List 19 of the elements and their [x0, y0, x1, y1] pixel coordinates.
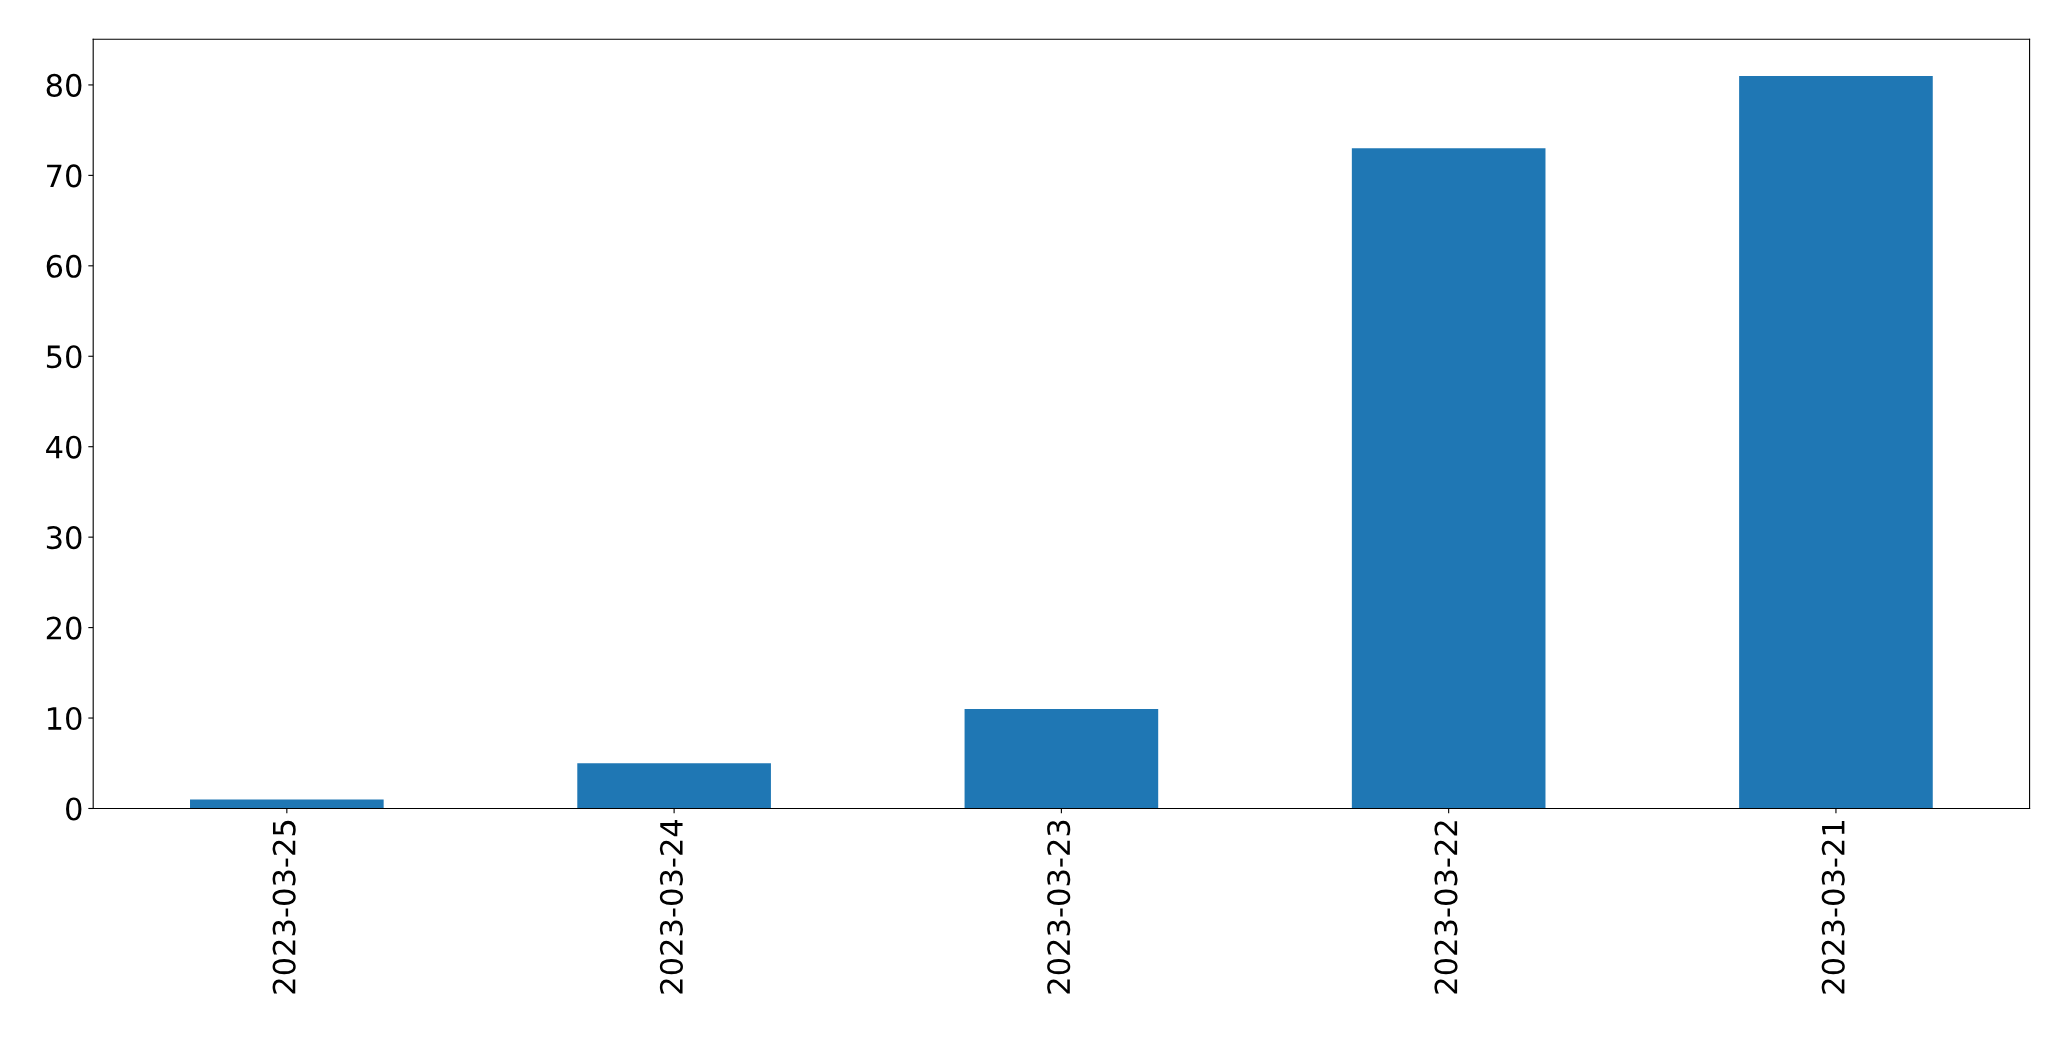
x-tick-label: 2023-03-23 [1047, 820, 1071, 994]
y-tick-label: 0 [66, 797, 82, 821]
y-tick-label: 70 [47, 164, 82, 188]
x-tick-label: 2023-03-22 [1434, 821, 1458, 994]
x-tick-label: 2023-03-25 [272, 820, 296, 994]
bar [1351, 148, 1546, 809]
bar [577, 763, 771, 809]
bar [964, 708, 1159, 809]
y-tick-label: 80 [46, 73, 82, 97]
y-tick-label: 10 [47, 706, 82, 731]
x-tick-label: 2023-03-21 [1821, 821, 1845, 994]
bar [1739, 75, 1933, 809]
y-tick-label: 60 [46, 254, 82, 278]
y-tick-label: 50 [46, 345, 82, 369]
x-tick-label: 2023-03-24 [659, 819, 683, 994]
y-tick-label: 30 [46, 526, 82, 550]
y-tick-label: 40 [46, 435, 82, 459]
bar [190, 799, 384, 809]
y-tick-label: 20 [46, 616, 82, 640]
